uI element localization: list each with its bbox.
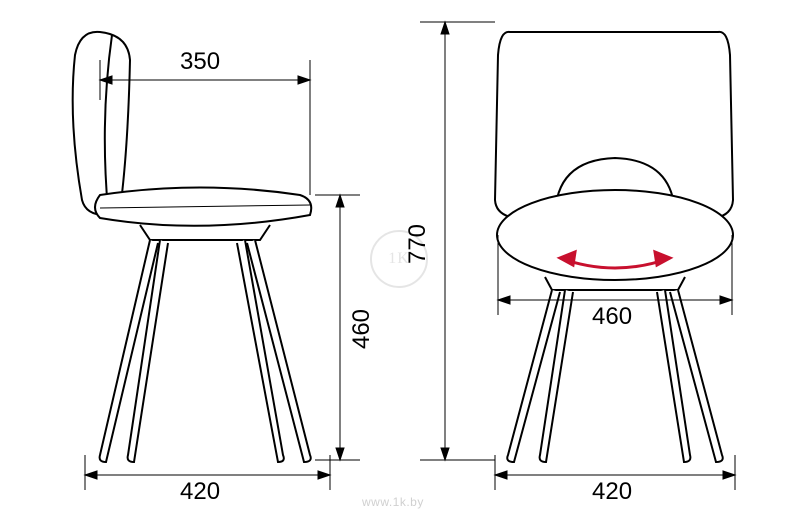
dim-front-total-height: 770 [404, 224, 432, 264]
dim-front-base-width: 420 [592, 478, 632, 506]
dim-front-seat-width: 460 [592, 303, 632, 331]
dim-side-base-width: 420 [180, 478, 220, 506]
side-view-chair [0, 0, 787, 517]
diagram-canvas: 1K www.1k.by [0, 0, 787, 517]
dim-side-seat-height: 460 [348, 309, 376, 349]
dim-side-seat-depth: 350 [180, 48, 220, 76]
